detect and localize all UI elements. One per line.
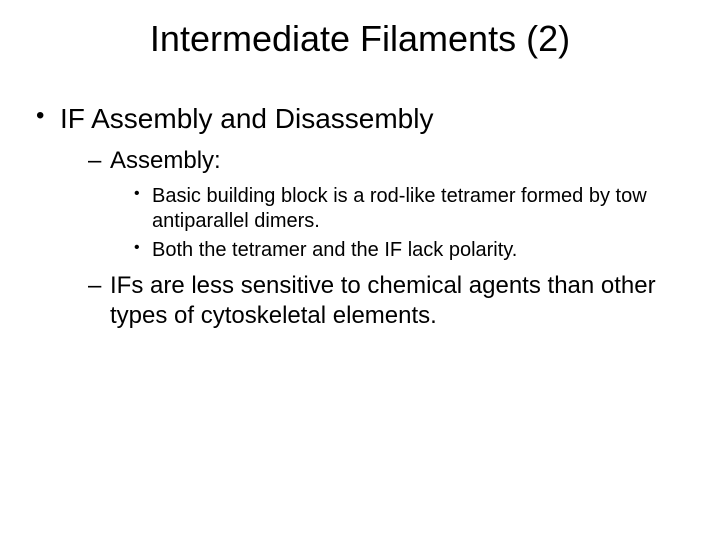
list-item: Basic building block is a rod-like tetra… — [134, 184, 680, 234]
lvl1-text: IF Assembly and Disassembly — [60, 103, 433, 134]
slide-title: Intermediate Filaments (2) — [0, 18, 720, 60]
list-item: IFs are less sensitive to chemical agent… — [88, 271, 680, 331]
list-item: IF Assembly and Disassembly Assembly: Ba… — [32, 102, 680, 331]
lvl3-text: Both the tetramer and the IF lack polari… — [152, 239, 517, 261]
slide-body: IF Assembly and Disassembly Assembly: Ba… — [32, 102, 680, 341]
bullet-list-lvl3: Basic building block is a rod-like tetra… — [110, 184, 680, 263]
lvl2-text: IFs are less sensitive to chemical agent… — [110, 272, 656, 329]
lvl3-text: Basic building block is a rod-like tetra… — [152, 185, 647, 232]
bullet-list-lvl1: IF Assembly and Disassembly Assembly: Ba… — [32, 102, 680, 331]
lvl2-text: Assembly: — [110, 147, 221, 174]
list-item: Both the tetramer and the IF lack polari… — [134, 238, 680, 263]
bullet-list-lvl2: Assembly: Basic building block is a rod-… — [60, 146, 680, 331]
slide: Intermediate Filaments (2) IF Assembly a… — [0, 0, 720, 540]
list-item: Assembly: Basic building block is a rod-… — [88, 146, 680, 263]
